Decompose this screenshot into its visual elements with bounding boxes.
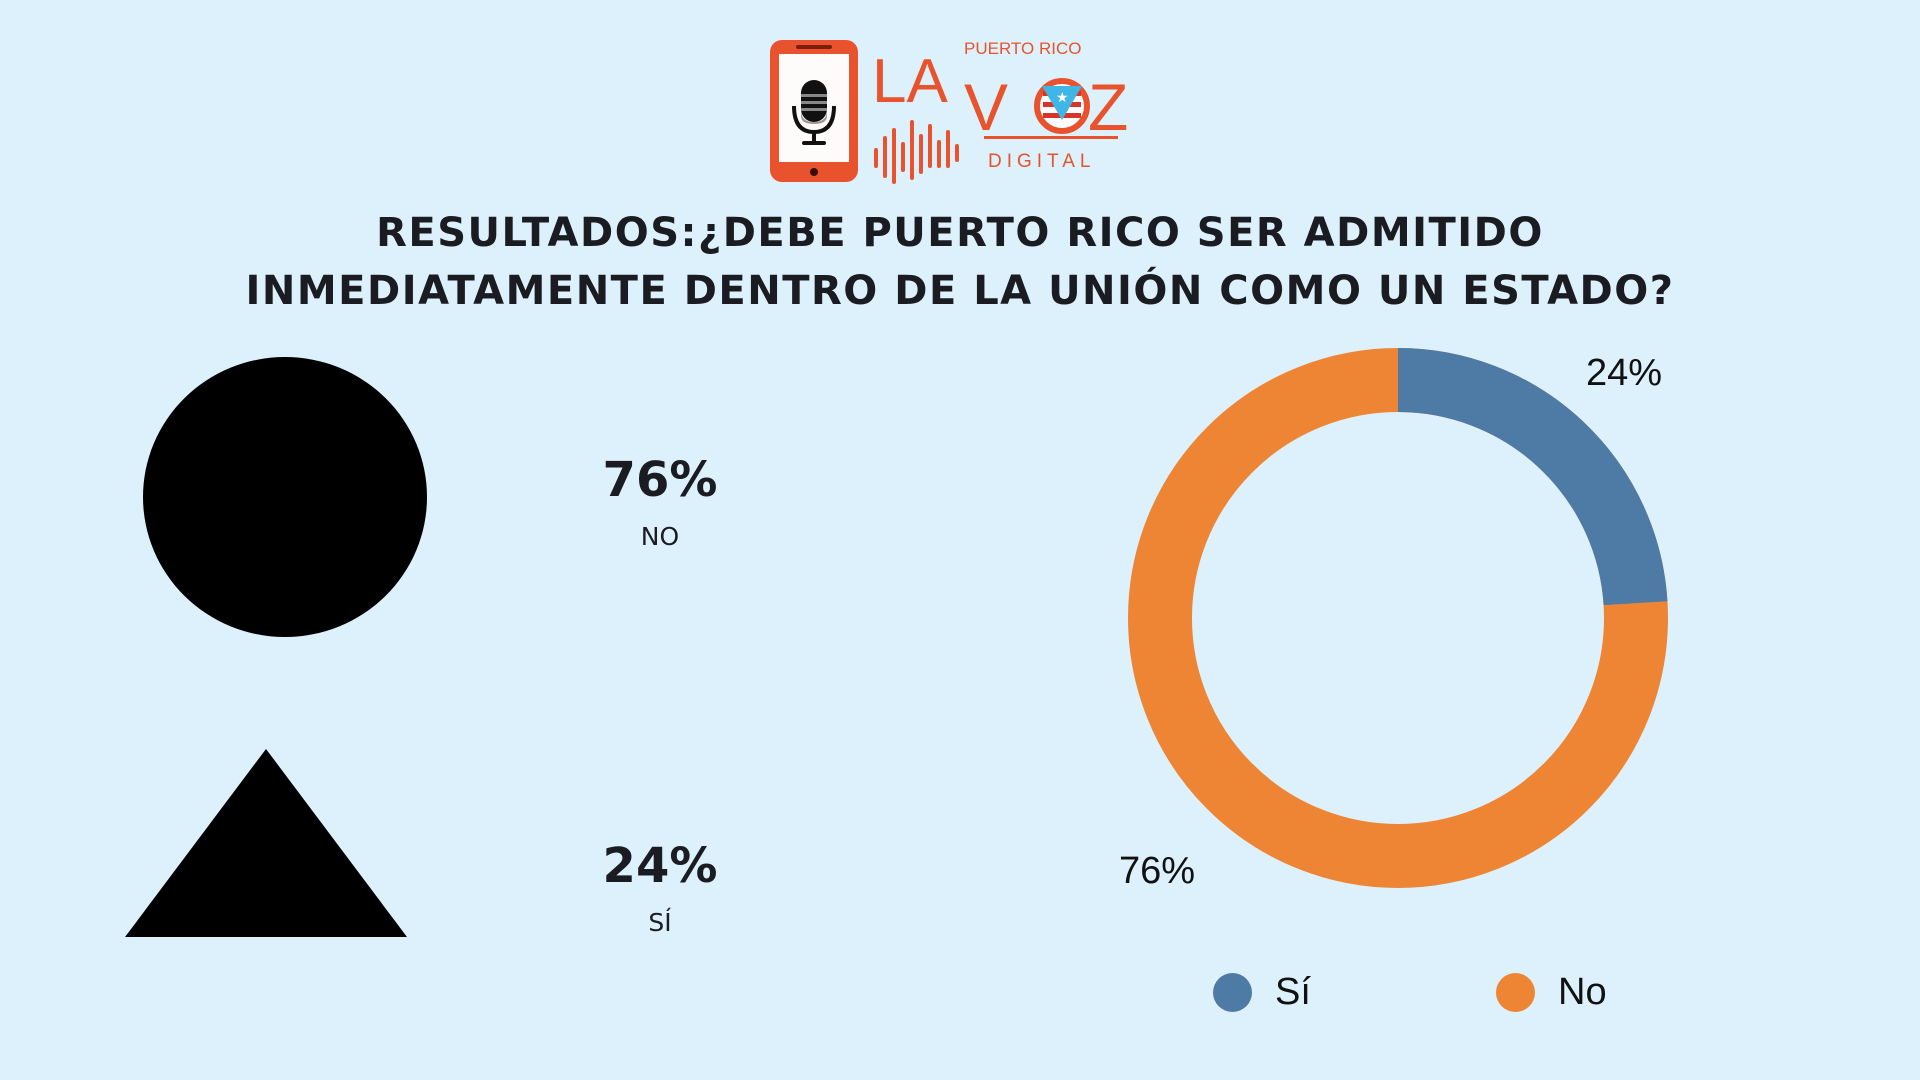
donut-label-si: 24% [1586,352,1663,394]
microphone-icon [792,80,836,145]
soundwave-icon [874,120,959,184]
svg-text:★: ★ [1056,90,1069,106]
poll-title: RESULTADOS:¿DEBE PUERTO RICO SER ADMITID… [0,204,1920,320]
donut-chart [1118,338,1678,898]
stat-no: 76% NO [540,452,780,554]
logo-v-text: V [964,70,1008,144]
legend-item-si: Sí [1213,970,1311,1014]
legend-label-si: Sí [1275,970,1311,1013]
legend-item-no: No [1496,970,1607,1014]
logo-digital-text: DIGITAL [988,151,1096,172]
stat-no-percent: 76% [602,452,718,508]
legend-dot-no-icon [1496,972,1535,1012]
legend-label-no: No [1558,970,1607,1013]
poll-title-line-1: RESULTADOS:¿DEBE PUERTO RICO SER ADMITID… [376,210,1544,256]
stat-no-label: NO [640,522,680,551]
donut-chart-svg [1128,348,1668,888]
circle-shape-icon [143,357,427,637]
puerto-rico-flag-icon: ★ [1034,78,1090,134]
legend-dot-si-icon [1213,972,1252,1012]
poll-title-line-2: INMEDIATAMENTE DENTRO DE LA UNIÓN COMO U… [245,268,1675,314]
donut-label-no: 76% [1119,850,1196,892]
la-voz-digital-logo: LA PUERTO RICO V ★ Z DIGITAL [766,36,1136,186]
logo-graphic: LA PUERTO RICO V ★ Z DIGITAL [770,39,1128,184]
logo-la-text: LA [872,47,948,116]
logo-z-text: Z [1088,70,1128,144]
stat-si: 24% SÍ [540,838,780,940]
stat-si-percent: 24% [602,838,718,894]
donut-slice-si [1128,348,1668,888]
logo-puerto-rico-text: PUERTO RICO [964,39,1081,58]
triangle-shape-icon [125,749,407,937]
stat-si-label: SÍ [648,908,672,937]
